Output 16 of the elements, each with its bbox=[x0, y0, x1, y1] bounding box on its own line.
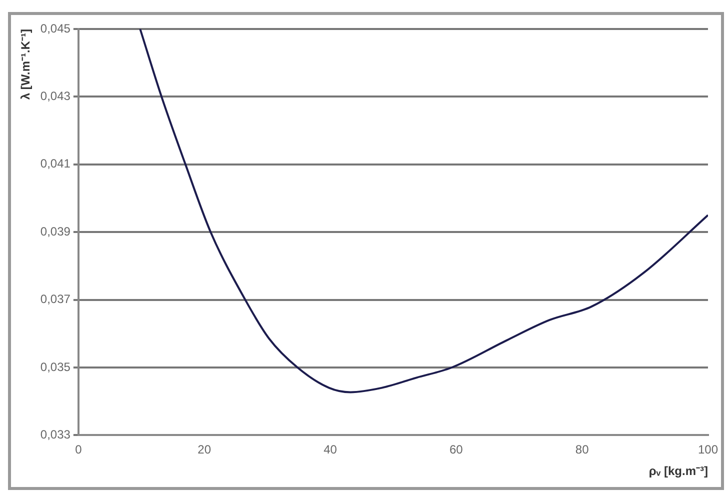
y-tick-label: 0,035 bbox=[40, 360, 71, 374]
x-tick-label: 80 bbox=[575, 442, 590, 457]
y-tick-label: 0,045 bbox=[40, 21, 71, 36]
x-tick-label: 40 bbox=[324, 442, 338, 457]
line-series bbox=[139, 29, 708, 394]
x-tick-label: 60 bbox=[449, 442, 464, 457]
y-axis-title: λ [W.m⁻¹.K⁻¹] bbox=[18, 29, 33, 100]
y-tick-label: 0,043 bbox=[40, 89, 71, 104]
x-tick-label: 0 bbox=[75, 442, 82, 457]
x-axis-title: ρᵥ [kg.m⁻³] bbox=[648, 464, 708, 478]
y-tick-label: 0,037 bbox=[40, 292, 71, 306]
y-tick-label: 0,039 bbox=[40, 224, 71, 238]
y-tick-label: 0,033 bbox=[40, 428, 71, 442]
y-tick-label: 0,041 bbox=[40, 156, 71, 171]
x-tick-label: 100 bbox=[698, 442, 718, 457]
x-tick-label: 20 bbox=[198, 442, 212, 457]
